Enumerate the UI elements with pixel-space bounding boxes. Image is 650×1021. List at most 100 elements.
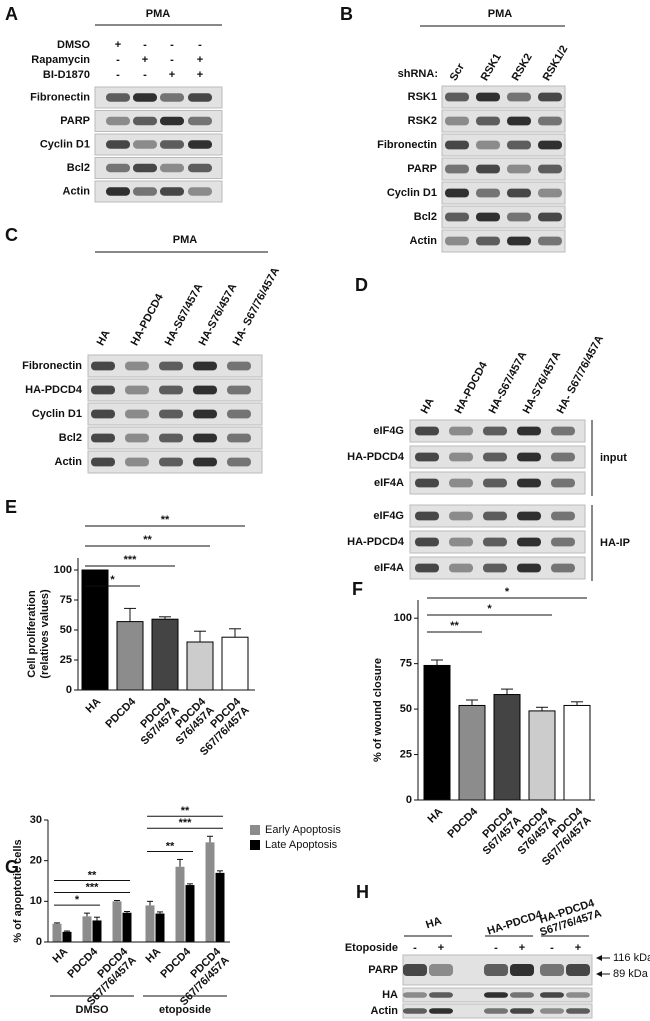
header: PMA <box>146 8 171 20</box>
panel-letter: G <box>5 857 19 877</box>
band <box>133 116 157 126</box>
y-tick-label: 10 <box>30 895 42 907</box>
significance-label: * <box>487 603 492 615</box>
significance-label: * <box>110 574 115 586</box>
band <box>538 92 562 102</box>
band <box>159 409 183 419</box>
band <box>125 361 149 371</box>
y-tick-label: 75 <box>400 658 412 670</box>
row-label: Cyclin D1 <box>40 138 90 150</box>
band <box>507 116 531 126</box>
band <box>159 385 183 395</box>
row-label: Fibronectin <box>377 139 437 151</box>
bar <box>82 916 92 942</box>
x-tick-label-line: HA <box>143 946 163 966</box>
band <box>403 992 427 998</box>
bar <box>528 710 556 801</box>
band <box>125 457 149 467</box>
bar <box>81 569 109 691</box>
band <box>476 140 500 150</box>
x-tick-label: HA <box>425 806 445 826</box>
band <box>540 1008 564 1014</box>
x-tick-label-line: PDCD4 <box>103 695 138 730</box>
y-tick-label: 75 <box>60 594 72 606</box>
band <box>551 426 575 436</box>
panel-letter: E <box>5 497 17 517</box>
significance-label: *** <box>179 817 193 829</box>
header: PMA <box>488 8 513 20</box>
x-tick-label-line: PDCD4 <box>445 805 480 840</box>
blot-strip <box>94 110 223 132</box>
band <box>476 164 500 174</box>
row-label: Cyclin D1 <box>387 187 437 199</box>
lane-label: HA- S67/76/457A <box>555 333 606 415</box>
sign: - <box>170 39 174 51</box>
band <box>476 236 500 246</box>
band <box>403 1008 427 1014</box>
row-label: Actin <box>410 235 438 247</box>
sign: - <box>143 69 147 81</box>
band <box>507 164 531 174</box>
y-tick-label: 0 <box>66 684 72 696</box>
treatment-label: DMSO <box>57 39 90 51</box>
significance-label: ** <box>143 534 152 546</box>
band <box>188 116 212 126</box>
panel-letter: D <box>355 275 368 295</box>
band <box>106 93 130 102</box>
sign: + <box>438 942 444 954</box>
band <box>193 361 217 371</box>
bar <box>215 872 225 942</box>
row-label: eIF4A <box>374 477 404 489</box>
band <box>551 511 575 521</box>
band <box>445 140 469 150</box>
band <box>160 93 184 102</box>
band <box>551 563 575 573</box>
band <box>538 164 562 174</box>
band <box>483 452 507 462</box>
band <box>449 537 473 547</box>
x-tick-label: HA <box>50 946 70 966</box>
row-label: Cyclin D1 <box>32 408 82 420</box>
sign: + <box>197 54 203 66</box>
band <box>415 511 439 521</box>
band <box>484 1008 508 1014</box>
band <box>188 163 212 173</box>
blot-strip <box>441 205 566 229</box>
legend-label: Early Apoptosis <box>265 824 341 836</box>
band <box>507 140 531 150</box>
significance-label: * <box>75 894 80 906</box>
band <box>538 116 562 126</box>
bar <box>205 842 215 942</box>
sign: + <box>169 69 175 81</box>
group-label: HA-PDCD4S67/76/457A <box>535 896 604 939</box>
band <box>193 433 217 443</box>
band <box>415 537 439 547</box>
y-axis-label: Cell proliferation(relatives values) <box>26 589 51 679</box>
blot-strip <box>94 86 223 109</box>
legend-label: Late Apoptosis <box>265 839 338 851</box>
band <box>160 116 184 126</box>
band <box>517 452 541 462</box>
treatment-label: Etoposide <box>345 942 398 954</box>
band <box>449 511 473 521</box>
significance-label: *** <box>124 554 138 566</box>
marker-label: 116 kDa <box>613 952 650 964</box>
band <box>227 409 251 419</box>
band <box>91 361 115 371</box>
band <box>429 964 453 976</box>
group-label: DMSO <box>76 1004 109 1016</box>
panel-letter: B <box>340 4 353 24</box>
blot-strip <box>441 133 566 157</box>
band <box>445 212 469 222</box>
row-label: PARP <box>368 964 398 976</box>
bar <box>92 920 102 942</box>
bar <box>112 901 122 942</box>
band <box>133 140 157 149</box>
x-tick-label: PDCD4 <box>445 805 480 840</box>
bar <box>151 618 179 691</box>
bar <box>155 913 165 942</box>
sign: - <box>198 39 202 51</box>
x-tick-label-line: PDCD4 <box>65 945 100 980</box>
band <box>540 992 564 998</box>
